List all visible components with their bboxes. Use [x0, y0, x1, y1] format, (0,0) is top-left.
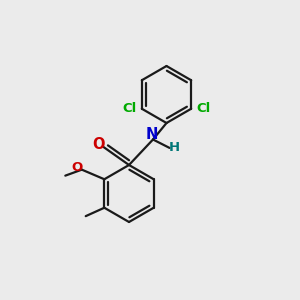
Text: Cl: Cl — [197, 102, 211, 115]
Text: O: O — [71, 161, 82, 174]
Text: H: H — [169, 141, 180, 154]
Text: N: N — [146, 127, 158, 142]
Text: Cl: Cl — [122, 102, 136, 115]
Text: O: O — [92, 137, 104, 152]
